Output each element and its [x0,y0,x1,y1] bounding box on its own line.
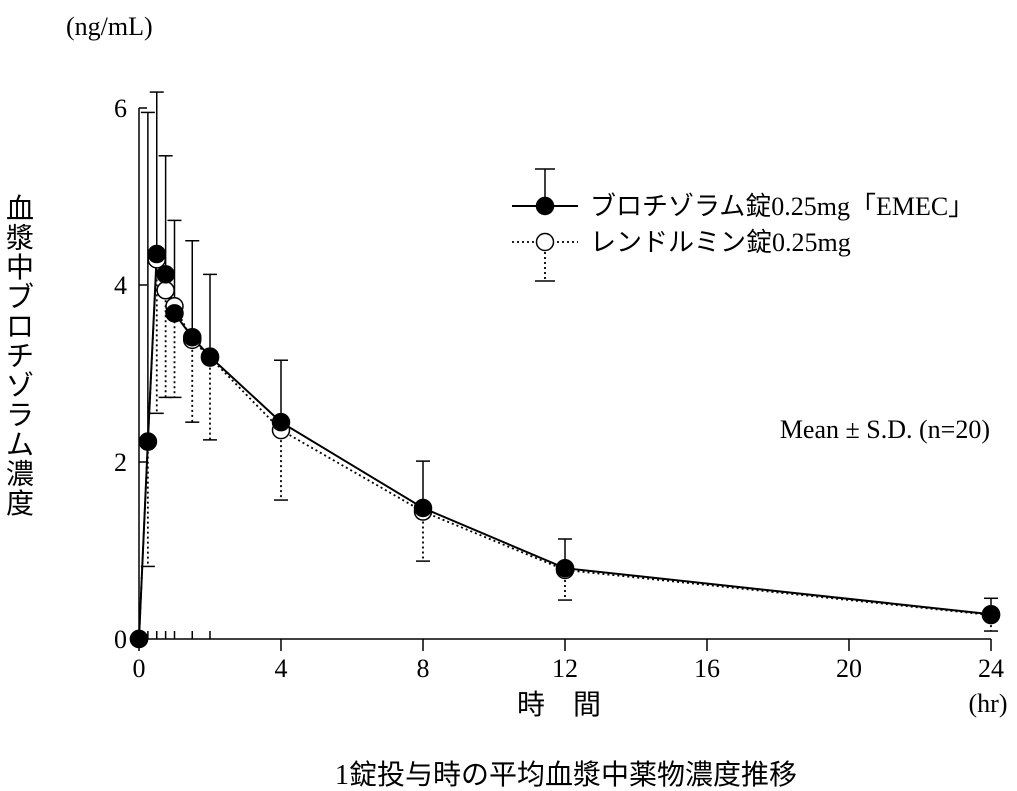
y-axis-label-char: 度 [6,488,34,520]
y-axis-label: 血漿中ブロチゾラム濃度 [6,193,34,520]
data-point-brotizolam [271,412,291,432]
x-unit: (hr) [969,689,1008,718]
data-point-lendormin [156,281,175,300]
stat-annotation: Mean ± S.D. (n=20) [780,415,990,444]
data-point-brotizolam [147,244,166,264]
data-point-brotizolam [165,304,184,323]
legend-marker-b [535,232,555,252]
y-axis-label-char: 濃 [6,459,34,491]
y-tick-label: 0 [114,625,127,654]
x-tick-label: 4 [275,654,288,683]
y-axis-label-char: ロ [6,312,34,343]
x-axis-label: 時 間 [517,689,601,721]
x-tick-label: 0 [133,654,146,683]
data-point-brotizolam [129,629,149,649]
series-line-lendormin [138,259,992,640]
y-axis-label-char: ム [6,430,34,461]
data-point-brotizolam [200,347,220,366]
data-point-brotizolam [156,265,175,284]
x-tick-label: 8 [417,654,430,683]
data-point-brotizolam [981,604,1001,624]
x-tick-label: 16 [694,654,720,683]
y-tick-label: 6 [114,94,127,123]
data-point-brotizolam [183,327,202,347]
y-axis-label-char: 中 [6,252,34,284]
y-axis-label-char: ゾ [6,370,34,402]
legend-label-b: レンドルミン錠0.25mg [590,228,851,257]
data-point-brotizolam [413,498,433,518]
x-tick-label: 12 [552,654,578,683]
y-tick-label: 2 [114,448,127,477]
x-tick-label: 24 [978,654,1004,683]
y-axis-label-char: 血 [6,193,34,225]
chart-caption: 1錠投与時の平均血漿中薬物濃度推移 [335,759,797,791]
y-unit: (ng/mL) [66,12,153,41]
x-tick-label: 20 [836,654,862,683]
y-tick-label: 4 [114,271,127,300]
legend-label-a: ブロチゾラム錠0.25mg「EMEC」 [590,192,974,221]
y-axis-label-char: チ [6,342,34,373]
legend-marker-a [535,196,555,216]
data-point-brotizolam [555,558,575,578]
y-axis-label-char: ラ [6,401,34,432]
y-axis-label-char: ブ [6,282,34,314]
y-axis-label-char: 漿 [6,223,34,255]
data-point-brotizolam [138,432,158,451]
